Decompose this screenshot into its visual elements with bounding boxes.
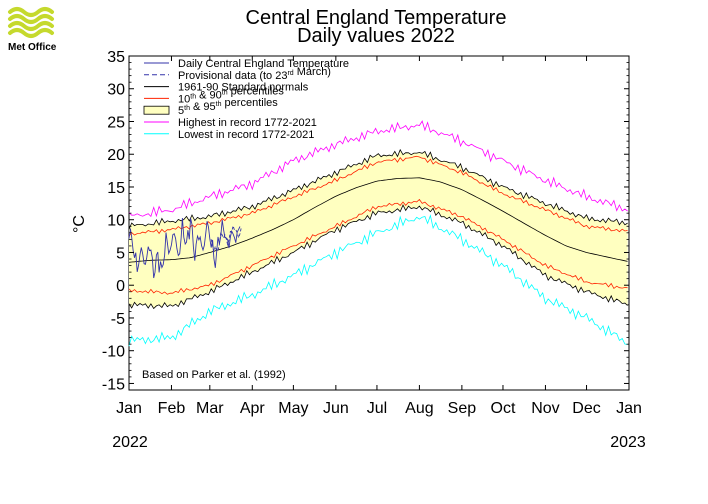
x-tick-label: Jul [367, 400, 387, 417]
line-daily-2022 [128, 217, 241, 279]
legend-label: Daily Central England Temperature [178, 58, 349, 70]
y-tick-label: 25 [107, 114, 125, 131]
chart-title: Central England Temperature [246, 7, 507, 29]
logo-wave [8, 14, 54, 24]
line-lowest-record [128, 214, 628, 347]
logo-wave [8, 21, 54, 31]
logo-wave [8, 28, 54, 38]
x-tick-label: Jan [116, 400, 142, 417]
line-highest-record [128, 120, 628, 218]
met-office-wave-icon [8, 7, 54, 38]
x-tick-label: Feb [158, 400, 186, 417]
line-5th-percentile [128, 204, 628, 310]
line-provisional [210, 224, 242, 252]
percentile-bands [129, 149, 628, 309]
series-lines [128, 120, 628, 347]
x-tick-label: Oct [491, 400, 516, 417]
y-tick-label: -5 [111, 311, 125, 328]
chart-subtitle: Daily values 2022 [297, 25, 455, 47]
legend-label: Lowest in record 1772-2021 [178, 129, 314, 141]
x-tick-label: Sep [448, 400, 477, 417]
legend-label: 10th & 90th percentiles [178, 85, 284, 105]
y-tick-label: 10 [107, 213, 125, 230]
y-tick-label: 0 [116, 278, 125, 295]
x-tick-label: Mar [196, 400, 224, 417]
met-office-logo: Met Office [8, 7, 57, 53]
annotation-text: Based on Parker et al. (1992) [142, 369, 286, 381]
y-tick-label: 30 [107, 82, 125, 99]
legend-label: Highest in record 1772-2021 [178, 117, 317, 129]
y-tick-label: -10 [102, 344, 125, 361]
x-tick-label: Aug [405, 400, 433, 417]
y-tick-label: 5 [116, 245, 125, 262]
y-tick-label: 35 [107, 49, 125, 66]
year-left-label: 2022 [112, 434, 148, 451]
x-tick-label: Jan [616, 400, 642, 417]
x-tick-label: Nov [531, 400, 559, 417]
x-tick-label: Dec [572, 400, 600, 417]
y-tick-label: -15 [102, 376, 125, 393]
logo-text: Met Office [8, 42, 57, 53]
y-tick-label: 20 [107, 147, 125, 164]
legend-label: Provisional data (to 23rd March) [178, 66, 331, 82]
x-tick-label: Jun [323, 400, 349, 417]
y-tick-label: 15 [107, 180, 125, 197]
y-axis-label: °C [71, 215, 88, 233]
line-95th-percentile [128, 148, 628, 230]
x-tick-label: May [278, 400, 308, 417]
line-90th-percentile [128, 155, 628, 237]
legend-label: 5th & 95th percentiles [178, 97, 278, 117]
x-tick-label: Apr [240, 400, 266, 417]
legend-swatch [143, 105, 170, 115]
band-5-95-fill [129, 149, 628, 309]
line-1961-90-normal [128, 177, 628, 263]
legend: Daily Central England TemperatureProvisi… [143, 58, 349, 141]
y-axis: 35 30 25 20 15 10 5 0 -5 -10 -15 [102, 49, 629, 393]
x-axis: Jan Feb Mar Apr May Jun Jul Aug Sep Oct Nov Dec Jan [116, 56, 642, 417]
year-right-label: 2023 [610, 434, 646, 451]
line-10th-percentile [128, 198, 628, 295]
legend-label: 1961-90 Standard normals [178, 82, 309, 94]
logo-wave [8, 7, 54, 17]
